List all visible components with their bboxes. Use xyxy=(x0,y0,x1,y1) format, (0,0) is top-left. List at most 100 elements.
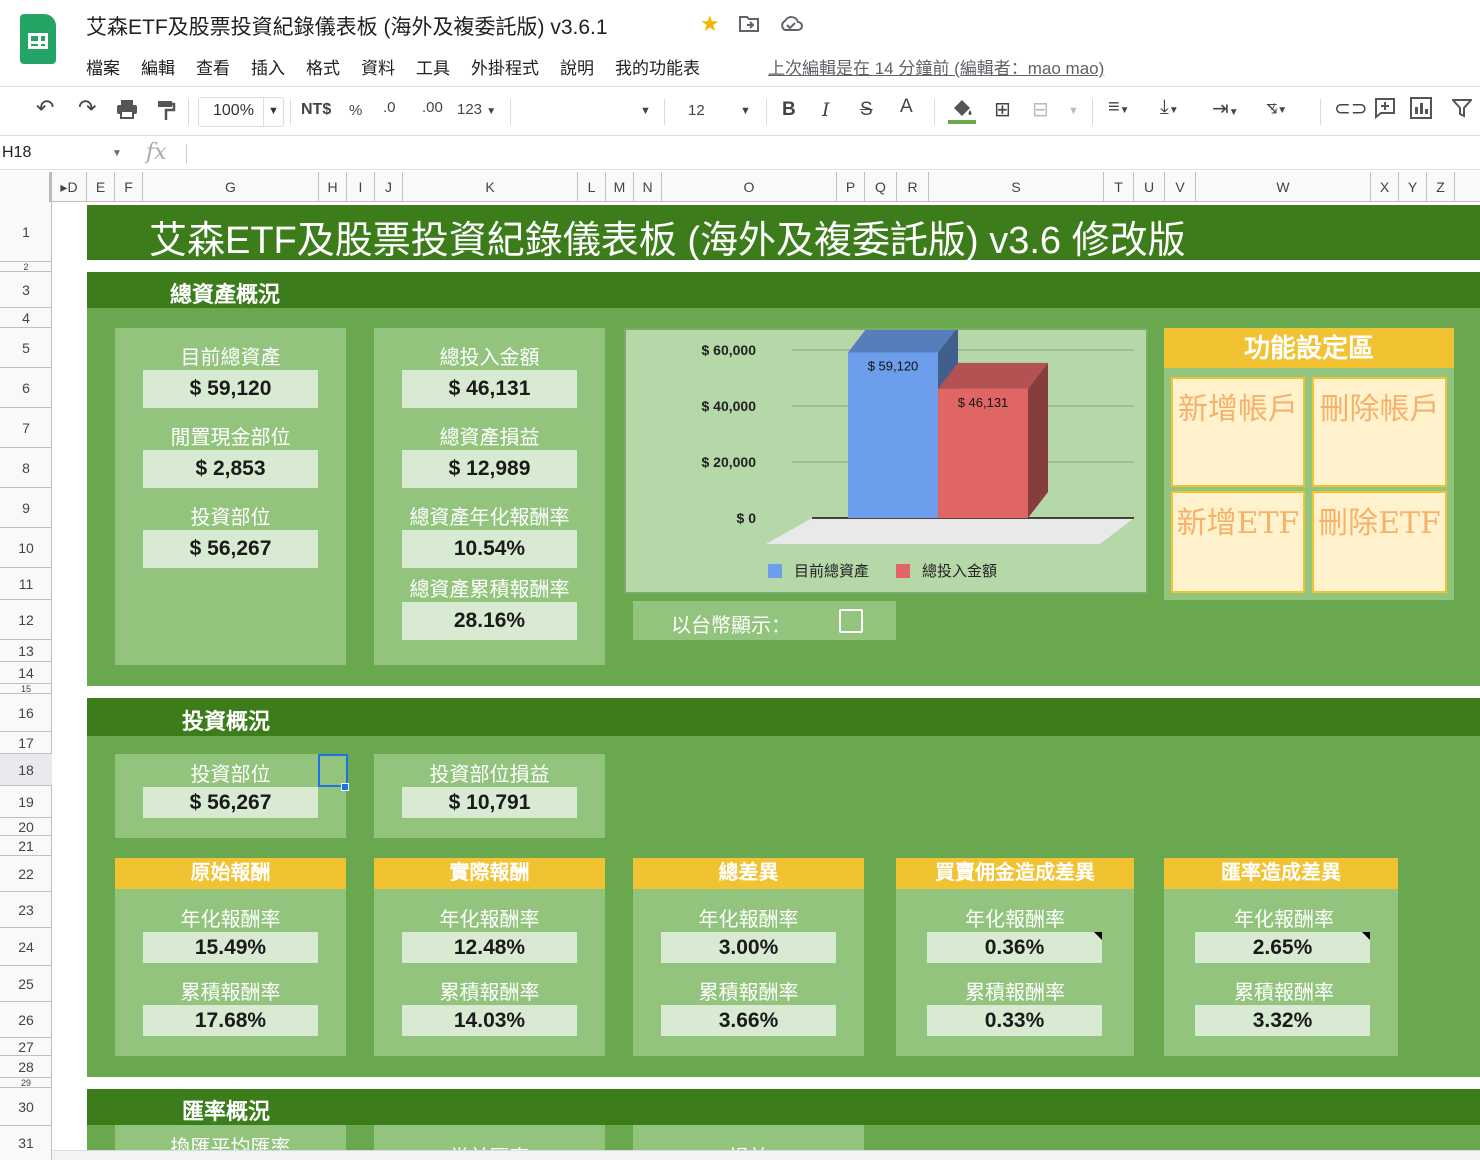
column-header-y[interactable]: Y xyxy=(1399,172,1427,202)
insert-comment-icon[interactable] xyxy=(1374,97,1396,124)
column-header-u[interactable]: U xyxy=(1134,172,1165,202)
cumulative-value[interactable]: 3.32% xyxy=(1195,1005,1370,1036)
annual-value[interactable]: 2.65% xyxy=(1195,932,1370,963)
increase-decimal-button[interactable]: .00 xyxy=(422,99,443,116)
column-header-q[interactable]: Q xyxy=(865,172,897,202)
insert-link-icon[interactable]: ⊂⊃ xyxy=(1334,98,1368,120)
font-size-dropdown-icon[interactable]: ▼ xyxy=(740,105,751,117)
menu-tools[interactable]: 工具 xyxy=(416,59,450,78)
menu-file[interactable]: 檔案 xyxy=(86,59,120,78)
annual-value[interactable]: 0.36% xyxy=(927,932,1102,963)
row-header-23[interactable]: 23 xyxy=(0,892,52,928)
column-header-p[interactable]: P xyxy=(837,172,865,202)
font-family-dropdown-icon[interactable]: ▼ xyxy=(640,105,651,117)
column-header-w[interactable]: W xyxy=(1196,172,1371,202)
cumulative-return-value[interactable]: 28.16% xyxy=(402,602,577,640)
total-invested-value[interactable]: $ 46,131 xyxy=(402,370,577,408)
last-edit-link[interactable]: 上次編輯是在 14 分鐘前 (編輯者：mao mao) xyxy=(768,59,1105,78)
cumulative-value[interactable]: 14.03% xyxy=(402,1005,577,1036)
assets-chart[interactable]: $ 0 $ 20,000 $ 40,000 $ 60,000 $ 59,120 $ 46,… xyxy=(624,326,1148,594)
add-etf-button[interactable]: 新增ETF xyxy=(1171,491,1305,593)
idle-cash-value[interactable]: $ 2,853 xyxy=(143,450,318,488)
fill-handle[interactable] xyxy=(341,783,349,791)
row-header-21[interactable]: 21 xyxy=(0,836,52,856)
percent-format-button[interactable]: % xyxy=(349,102,363,119)
formula-input[interactable] xyxy=(196,144,1466,166)
name-box-dropdown-icon[interactable]: ▼ xyxy=(112,148,122,159)
insert-chart-icon[interactable] xyxy=(1410,97,1432,124)
invest-position-value[interactable]: $ 56,267 xyxy=(143,530,318,568)
selected-cell-h18[interactable] xyxy=(318,754,348,787)
row-header-2[interactable]: 2 xyxy=(0,262,52,272)
total-pnl-value[interactable]: $ 12,989 xyxy=(402,450,577,488)
row-header-31[interactable]: 31 xyxy=(18,1135,34,1151)
menu-custom[interactable]: 我的功能表 xyxy=(615,59,700,78)
row-header-25[interactable]: 25 xyxy=(0,966,52,1002)
menu-edit[interactable]: 編輯 xyxy=(141,59,175,78)
menu-insert[interactable]: 插入 xyxy=(251,59,285,78)
row-header-7[interactable]: 7 xyxy=(0,408,52,448)
row-header-22[interactable]: 22 xyxy=(0,856,52,892)
annual-value[interactable]: 12.48% xyxy=(402,932,577,963)
current-total-value[interactable]: $ 59,120 xyxy=(143,370,318,408)
cumulative-value[interactable]: 0.33% xyxy=(927,1005,1102,1036)
row-header-20[interactable]: 20 xyxy=(0,818,52,836)
select-all-corner[interactable] xyxy=(0,172,52,202)
horizontal-align-icon[interactable]: ≡▼ xyxy=(1108,96,1130,118)
column-header-d[interactable]: ▸D xyxy=(52,172,87,202)
cumulative-value[interactable]: 3.66% xyxy=(661,1005,836,1036)
delete-account-button[interactable]: 刪除帳戶 xyxy=(1312,377,1447,487)
text-color-button[interactable]: A xyxy=(900,96,913,117)
column-header-l[interactable]: L xyxy=(578,172,606,202)
row-header-3[interactable]: 3 xyxy=(0,272,52,308)
decrease-decimal-button[interactable]: .0 xyxy=(383,99,396,116)
twd-checkbox[interactable] xyxy=(839,609,863,633)
row-header-29[interactable]: 29 xyxy=(0,1078,52,1088)
annual-value[interactable]: 15.49% xyxy=(143,932,318,963)
column-header-h[interactable]: H xyxy=(319,172,347,202)
column-header-o[interactable]: O xyxy=(662,172,837,202)
column-header-n[interactable]: N xyxy=(634,172,662,202)
currency-format-button[interactable]: NT$ xyxy=(301,101,332,118)
merge-dropdown-icon[interactable]: ▼ xyxy=(1068,105,1079,117)
row-header-13[interactable]: 13 xyxy=(0,640,52,662)
row-header-27[interactable]: 27 xyxy=(0,1038,52,1056)
paint-format-icon[interactable] xyxy=(156,99,176,126)
row-header-15[interactable]: 15 xyxy=(0,684,52,694)
column-header-i[interactable]: I xyxy=(347,172,375,202)
comment-indicator-icon[interactable] xyxy=(1362,932,1370,940)
text-rotation-icon[interactable]: ⦪▼ xyxy=(1266,96,1288,118)
undo-icon[interactable]: ↶ xyxy=(36,95,55,120)
zoom-select[interactable]: 100% ▼ xyxy=(198,97,284,127)
delete-etf-button[interactable]: 刪除ETF xyxy=(1312,491,1447,593)
number-format-button[interactable]: 123 ▼ xyxy=(457,101,496,118)
redo-icon[interactable]: ↷ xyxy=(78,95,97,120)
star-icon[interactable]: ★ xyxy=(700,11,720,36)
menu-addons[interactable]: 外掛程式 xyxy=(471,59,539,78)
bold-button[interactable]: B xyxy=(782,99,796,120)
row-header-14[interactable]: 14 xyxy=(0,662,52,684)
position-pnl-value[interactable]: $ 10,791 xyxy=(402,787,577,818)
filter-icon[interactable] xyxy=(1450,98,1474,123)
document-title[interactable]: 艾森ETF及股票投資紀錄儀表板 (海外及複委託版) v3.6.1 xyxy=(86,16,608,39)
column-header-k[interactable]: K xyxy=(403,172,578,202)
italic-button[interactable]: I xyxy=(822,99,830,121)
borders-icon[interactable]: ⊞ xyxy=(994,99,1011,121)
row-header-28[interactable]: 28 xyxy=(0,1056,52,1078)
row-header-12[interactable]: 12 xyxy=(0,600,52,640)
row-header-5[interactable]: 5 xyxy=(0,328,52,368)
row-header-4[interactable]: 4 xyxy=(0,308,52,328)
strikethrough-button[interactable]: S xyxy=(860,99,873,120)
move-folder-icon[interactable] xyxy=(738,14,760,40)
row-header-9[interactable]: 9 xyxy=(0,488,52,528)
column-header-t[interactable]: T xyxy=(1104,172,1134,202)
column-header-x[interactable]: X xyxy=(1371,172,1399,202)
menu-view[interactable]: 查看 xyxy=(196,59,230,78)
column-header-e[interactable]: E xyxy=(87,172,115,202)
column-header-r[interactable]: R xyxy=(897,172,929,202)
row-header-10[interactable]: 10 xyxy=(0,528,52,568)
column-header-v[interactable]: V xyxy=(1165,172,1196,202)
column-header-f[interactable]: F xyxy=(115,172,143,202)
cloud-status-icon[interactable] xyxy=(778,14,804,40)
merge-cells-icon[interactable]: ⊟ xyxy=(1032,99,1049,121)
